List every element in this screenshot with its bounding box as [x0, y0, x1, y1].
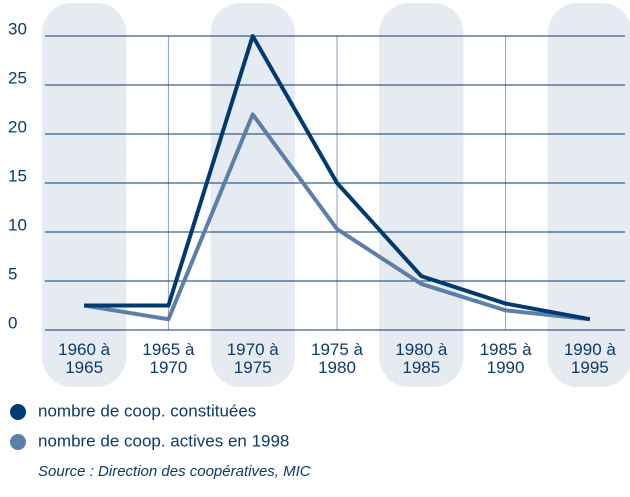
series-line — [83, 112, 591, 322]
legend-marker — [10, 404, 26, 420]
x-tick-label: 1965 à 1970 — [142, 340, 195, 377]
x-tick-label: 1960 à 1965 — [58, 340, 111, 377]
column-shade — [210, 3, 295, 387]
y-tick-label: 5 — [8, 264, 17, 283]
series-line — [84, 34, 591, 322]
column-shade — [547, 3, 630, 387]
x-tick-label: 1990 à 1995 — [563, 340, 616, 377]
x-tick-label: 1970 à 1975 — [226, 340, 279, 377]
y-tick-label: 10 — [8, 215, 27, 234]
y-tick-label: 15 — [8, 166, 27, 185]
y-tick-label: 30 — [8, 19, 27, 38]
legend-label: nombre de coop. actives en 1998 — [38, 431, 289, 450]
y-tick-label: 0 — [8, 313, 17, 332]
legend-marker — [10, 434, 26, 450]
x-tick-label: 1980 à 1985 — [395, 340, 448, 377]
column-shade — [42, 3, 127, 387]
y-tick-label: 25 — [8, 68, 27, 87]
x-tick-label: 1975 à 1980 — [311, 340, 363, 377]
legend-label: nombre de coop. constituées — [38, 401, 256, 420]
column-shade — [379, 3, 464, 387]
source-note: Source : Direction des coopératives, MIC — [38, 463, 311, 480]
y-tick-label: 20 — [8, 117, 27, 136]
x-tick-label: 1985 à 1990 — [479, 340, 532, 377]
